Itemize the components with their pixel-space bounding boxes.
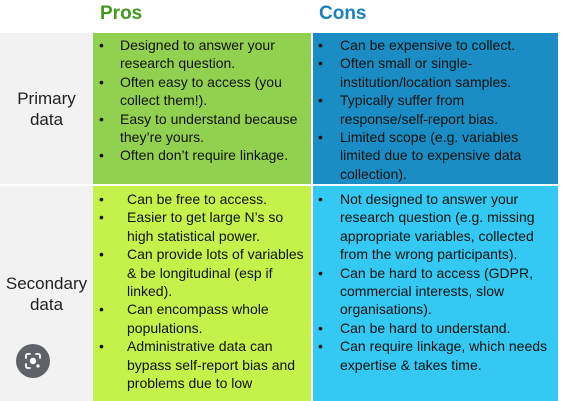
list-item: • Designed to answer your research questi…: [93, 36, 307, 73]
bullet: •: [318, 191, 323, 207]
list-item-text: Can require linkage, which needs experti…: [340, 338, 548, 373]
bullet: •: [99, 246, 104, 263]
bullet: •: [318, 338, 323, 355]
list-item-text: Can encompass whole populations.: [127, 301, 269, 336]
list-item-text: Can be hard to access (GDPR, commercial …: [340, 264, 533, 318]
pros-header: Pros: [93, 0, 311, 31]
corner-cell: [0, 0, 93, 31]
list-item-text: Can be hard to understand.: [340, 319, 511, 336]
row-label-primary-text: Primary data: [17, 88, 76, 129]
bullet: •: [99, 110, 104, 127]
list-item: • Often small or single-institution/locat…: [313, 54, 554, 91]
list-item-text: Often small or single-institution/locati…: [340, 55, 512, 90]
row-label-primary: Primary data: [0, 33, 93, 184]
bullet: •: [99, 338, 104, 355]
list-item-text: Designed to answer your research questio…: [120, 37, 275, 72]
bullet: •: [318, 92, 323, 109]
list-item-text: Can be free to access.: [127, 191, 268, 207]
bullet: •: [318, 37, 323, 53]
list-item: • Can be free to access.: [93, 190, 309, 208]
list-item: • Can encompass whole populations.: [93, 300, 309, 337]
list-item-text: Easy to understand because they’re yours…: [120, 110, 298, 146]
list-item-text: Not designed to answer your research que…: [340, 191, 535, 263]
list-item-text: Administrative data can bypass self-repo…: [127, 338, 296, 392]
bullet: •: [318, 264, 323, 281]
list-item-text: Can provide lots of variables & be longi…: [127, 246, 304, 300]
list-item-text: Limited scope (e.g. variables limited du…: [340, 129, 522, 182]
list-item: • Can require linkage, which needs expert…: [313, 337, 554, 374]
bullet: •: [99, 209, 104, 226]
list-item-text: Typically suffer from response/self-repo…: [340, 92, 498, 127]
list-item: • Can be hard to understand.: [313, 319, 554, 337]
list-item: • Often easy to access (you collect them!…: [93, 73, 307, 110]
bullet: •: [99, 301, 104, 318]
cons-primary-list: • Can be expensive to collect. • Often sma…: [313, 33, 558, 183]
list-item: • Administrative data can bypass self-rep…: [93, 337, 309, 392]
list-item: • Not designed to answer your research qu…: [313, 190, 554, 264]
bullet: •: [99, 37, 104, 53]
list-item: • Often don’t require linkage.: [93, 146, 307, 164]
list-item-text: Often don’t require linkage.: [120, 147, 289, 164]
cons-header: Cons: [313, 0, 558, 31]
list-item: • Typically suffer from response/self-rep…: [313, 91, 554, 128]
bullet: •: [99, 191, 104, 207]
lens-search-icon[interactable]: [16, 344, 50, 378]
cons-secondary-cell: • Not designed to answer your research qu…: [313, 186, 558, 401]
cons-secondary-list: • Not designed to answer your research qu…: [313, 186, 558, 374]
list-item: • Can be expensive to collect.: [313, 36, 554, 54]
list-item-text: Often easy to access (you collect them!)…: [120, 73, 282, 109]
bullet: •: [318, 319, 323, 336]
pros-secondary-list: • Can be free to access. • Easier to get l…: [93, 186, 311, 392]
bullet: •: [99, 147, 104, 164]
pros-primary-list: • Designed to answer your research questi…: [93, 33, 311, 165]
bullet: •: [318, 55, 323, 72]
lens-glyph: [25, 353, 41, 369]
list-item: • Limited scope (e.g. variables limited d…: [313, 128, 554, 183]
bullet: •: [318, 129, 323, 146]
list-item: • Easy to understand because they’re your…: [93, 110, 307, 147]
list-item-text: Easier to get large N’s so high statisti…: [127, 209, 284, 244]
cons-primary-cell: • Can be expensive to collect. • Often sma…: [313, 33, 558, 184]
pros-primary-cell: • Designed to answer your research questi…: [93, 33, 311, 184]
list-item: • Can be hard to access (GDPR, commercial…: [313, 264, 554, 319]
pros-secondary-cell: • Can be free to access. • Easier to get l…: [93, 186, 311, 401]
list-item: • Easier to get large N’s so high statist…: [93, 208, 309, 245]
row-label-secondary-text: Secondary data: [5, 273, 88, 314]
list-item-text: Can be expensive to collect.: [340, 37, 516, 53]
bullet: •: [99, 73, 104, 90]
list-item: • Can provide lots of variables & be long…: [93, 245, 309, 300]
